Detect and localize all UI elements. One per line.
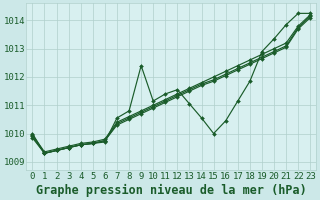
X-axis label: Graphe pression niveau de la mer (hPa): Graphe pression niveau de la mer (hPa) — [36, 183, 307, 197]
